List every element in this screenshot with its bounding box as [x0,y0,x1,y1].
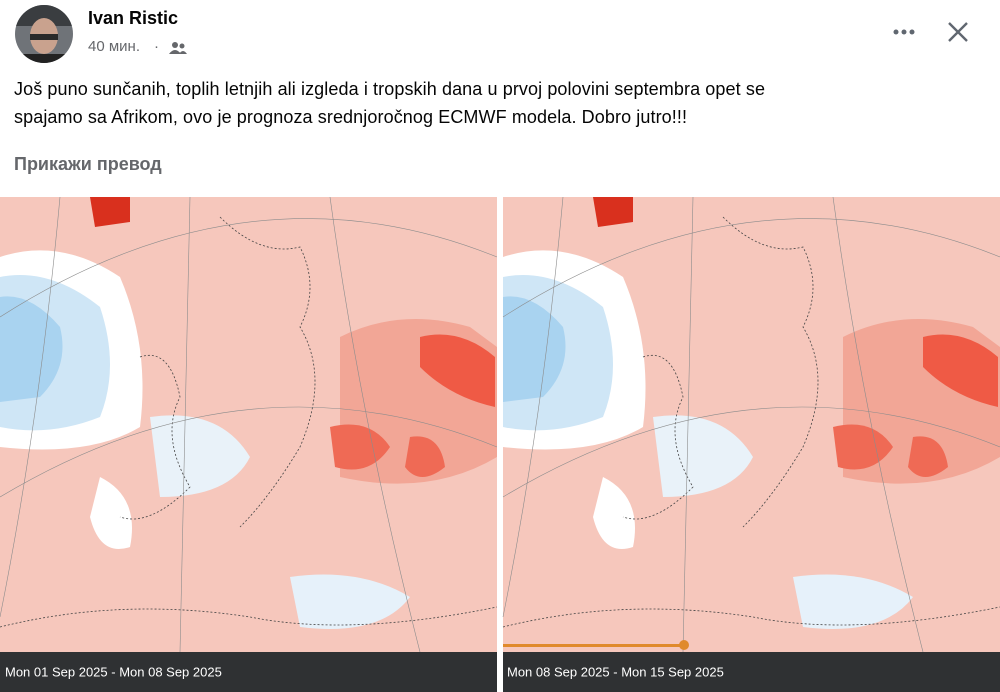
caption-bar [503,652,1000,692]
map-image[interactable] [502,197,1000,653]
more-button[interactable] [890,22,920,42]
map-image[interactable] [0,197,498,653]
close-button[interactable] [946,20,970,44]
caption-bar [0,652,497,692]
post-text: Još puno sunčanih, toplih letnjih ali iz… [14,79,766,99]
audience-icon[interactable] [168,40,188,56]
post-text: spajamo sa Afrikom, ovo je prognoza sred… [14,107,688,127]
avatar[interactable] [14,4,74,64]
progress-bar [503,644,684,647]
progress-handle[interactable] [679,640,689,650]
translate-link[interactable]: Прикажи превод [14,154,162,174]
caption: Mon 08 Sep 2025 - Mon 15 Sep 2025 [507,664,724,679]
author-name[interactable]: Ivan Ristic [88,8,179,28]
images: Mon 01 Sep 2025 - Mon 08 Sep 2025 Mon 08… [0,197,1000,692]
post-time[interactable]: 40 мин. [88,38,140,55]
separator: · [154,38,159,55]
caption: Mon 01 Sep 2025 - Mon 08 Sep 2025 [5,664,222,679]
